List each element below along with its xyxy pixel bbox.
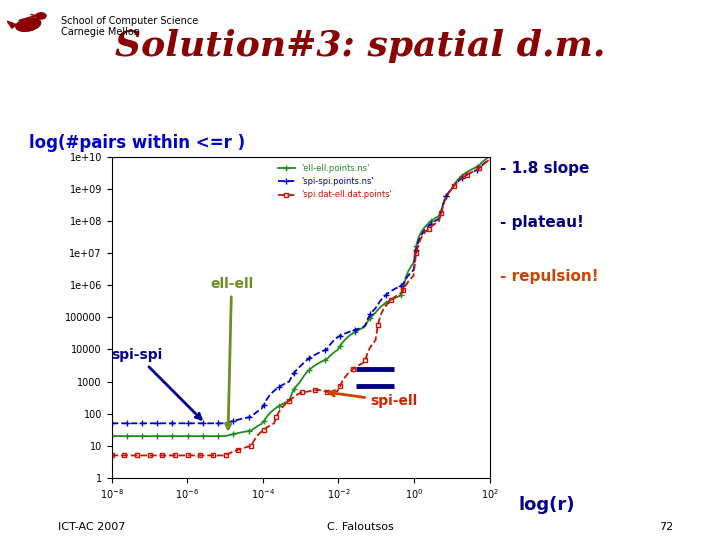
'ell-ell.points.ns' [369,312,377,318]
Text: C. Faloutsos: C. Faloutsos [327,522,393,532]
'ell-ell.points.ns' [232,430,240,437]
Legend: 'ell-ell.points.ns', 'spi-spi.points.ns', 'spi.dat-ell.dat.points': 'ell-ell.points.ns', 'spi-spi.points.ns'… [274,161,395,202]
'spi-spi.points.ns' [257,406,266,412]
Text: log(r): log(r) [518,496,575,514]
'ell-ell.points.ns' [107,433,116,440]
'spi-spi.points.ns' [107,420,116,427]
'spi.dat-ell.dat.points' [305,388,314,394]
'spi.dat-ell.dat.points' [257,429,266,435]
'ell-ell.points.ns' [305,366,314,373]
Text: ICT-AC 2007: ICT-AC 2007 [58,522,125,532]
'spi.dat-ell.dat.points' [369,340,377,347]
'spi.dat-ell.dat.points' [320,388,329,395]
'spi.dat-ell.dat.points' [232,447,240,454]
FancyArrowPatch shape [19,15,36,21]
Text: - repulsion!: - repulsion! [500,269,599,284]
Text: ell-ell: ell-ell [210,277,253,429]
'ell-ell.points.ns' [419,225,428,232]
'spi-spi.points.ns' [305,355,314,361]
Text: - 1.8 slope: - 1.8 slope [500,161,590,176]
Polygon shape [7,21,17,28]
'spi-spi.points.ns' [419,228,428,235]
Text: spi-ell: spi-ell [329,390,418,408]
Line: 'spi.dat-ell.dat.points': 'spi.dat-ell.dat.points' [109,157,492,458]
Line: 'ell-ell.points.ns': 'ell-ell.points.ns' [108,153,493,440]
'spi-spi.points.ns' [485,157,494,163]
Text: 72: 72 [659,522,673,532]
Text: School of Computer Science: School of Computer Science [61,16,199,26]
'spi-spi.points.ns' [320,347,329,354]
'spi.dat-ell.dat.points' [485,157,494,163]
'spi.dat-ell.dat.points' [419,231,428,238]
Text: Carnegie Mellon: Carnegie Mellon [61,27,140,37]
'ell-ell.points.ns' [320,357,329,363]
Text: Solution#3: spatial d.m.: Solution#3: spatial d.m. [114,29,606,63]
Text: spi-spi: spi-spi [112,348,201,419]
'spi-spi.points.ns' [232,417,240,423]
'ell-ell.points.ns' [257,421,266,427]
'spi-spi.points.ns' [369,308,377,314]
Ellipse shape [16,18,40,31]
Text: log(#pairs within <=r ): log(#pairs within <=r ) [29,134,245,152]
'spi.dat-ell.dat.points' [107,452,116,458]
Line: 'spi-spi.points.ns': 'spi-spi.points.ns' [108,156,493,427]
'ell-ell.points.ns' [485,153,494,160]
Text: - plateau!: - plateau! [500,215,584,230]
Ellipse shape [36,13,46,19]
